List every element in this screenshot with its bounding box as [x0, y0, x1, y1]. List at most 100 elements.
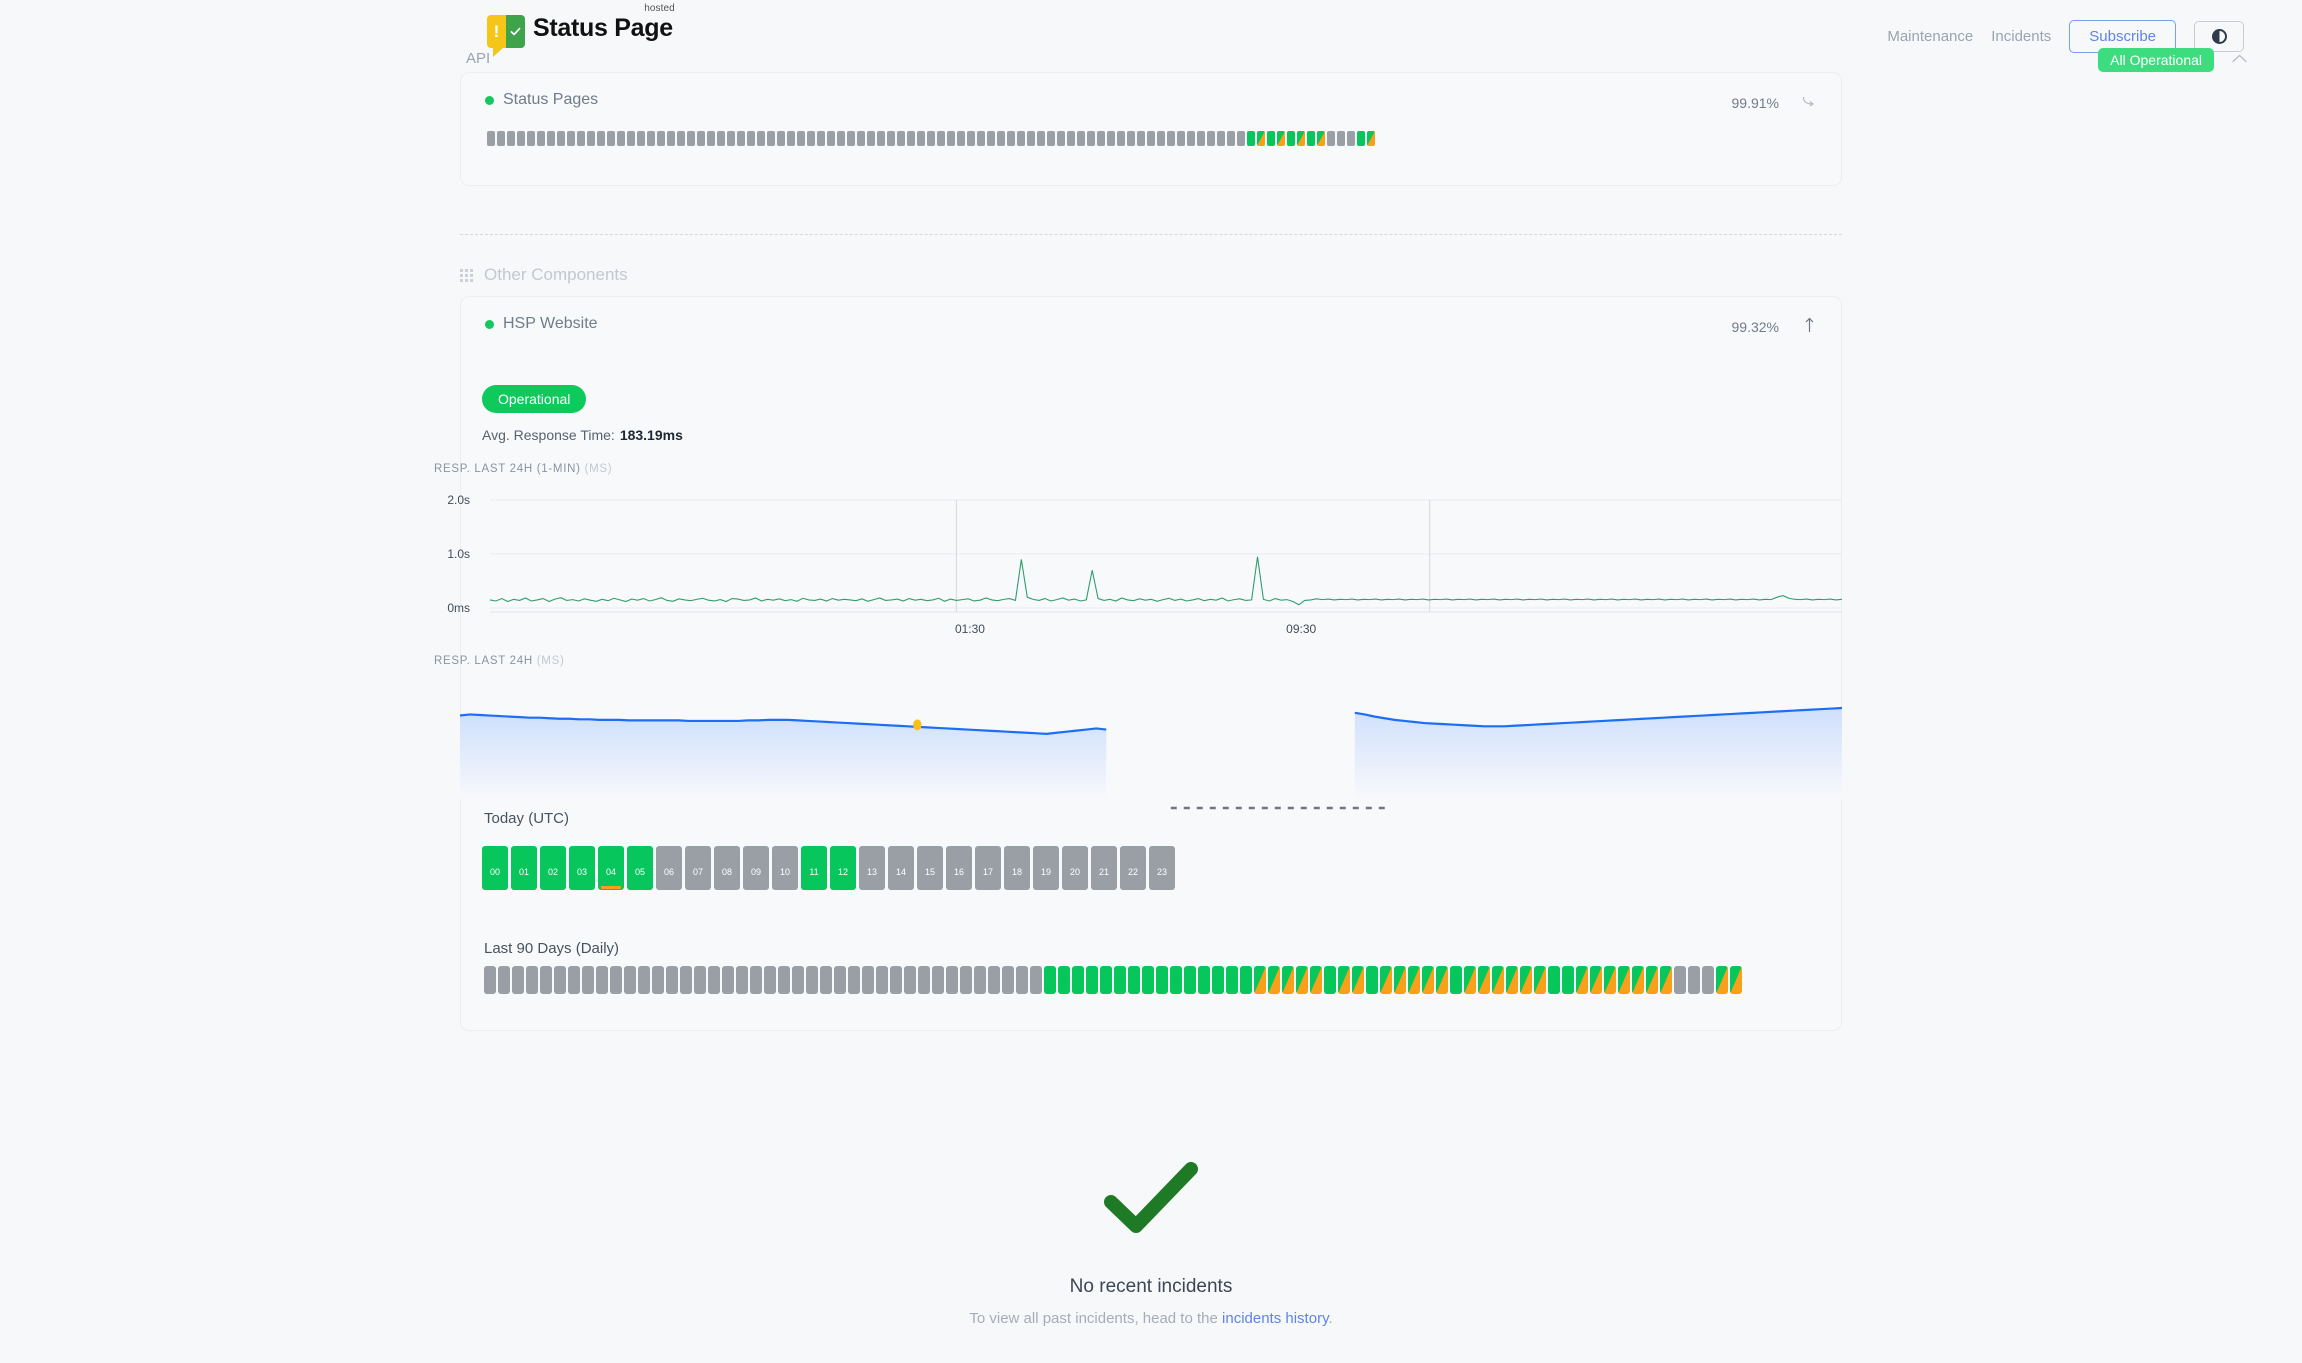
day-tick[interactable] [484, 966, 496, 994]
hour-cell[interactable]: 05 [627, 846, 653, 890]
uptime-tick[interactable] [1327, 131, 1335, 146]
day-tick[interactable] [764, 966, 776, 994]
hour-cell[interactable]: 01 [511, 846, 537, 890]
hour-cell[interactable]: 21 [1091, 846, 1117, 890]
day-tick[interactable] [834, 966, 846, 994]
expand-row-icon[interactable] [1802, 95, 1815, 112]
day-tick[interactable] [904, 966, 916, 994]
response-area-chart[interactable] [459, 690, 1843, 820]
day-tick[interactable] [1702, 966, 1714, 994]
uptime-tick[interactable] [1187, 131, 1195, 146]
uptime-tick[interactable] [827, 131, 835, 146]
hour-cell[interactable]: 13 [859, 846, 885, 890]
hour-cell[interactable]: 17 [975, 846, 1001, 890]
day-tick[interactable] [820, 966, 832, 994]
uptime-tick[interactable] [1137, 131, 1145, 146]
uptime-tick[interactable] [997, 131, 1005, 146]
day-tick[interactable] [1212, 966, 1224, 994]
hour-cell[interactable]: 20 [1062, 846, 1088, 890]
day-tick[interactable] [1324, 966, 1336, 994]
uptime-tick[interactable] [577, 131, 585, 146]
day-tick[interactable] [568, 966, 580, 994]
uptime-tick[interactable] [657, 131, 665, 146]
day-tick[interactable] [1100, 966, 1112, 994]
uptime-tick[interactable] [1107, 131, 1115, 146]
day-tick[interactable] [1380, 966, 1392, 994]
day-tick[interactable] [1436, 966, 1448, 994]
uptime-tick[interactable] [687, 131, 695, 146]
day-tick[interactable] [932, 966, 944, 994]
day-tick[interactable] [1506, 966, 1518, 994]
uptime-tick[interactable] [1237, 131, 1245, 146]
day-tick[interactable] [1296, 966, 1308, 994]
hour-cell[interactable]: 19 [1033, 846, 1059, 890]
hour-cell[interactable]: 23 [1149, 846, 1175, 890]
day-tick[interactable] [1282, 966, 1294, 994]
hour-cell[interactable]: 15 [917, 846, 943, 890]
uptime-tick[interactable] [537, 131, 545, 146]
day-tick[interactable] [988, 966, 1000, 994]
day-tick[interactable] [1464, 966, 1476, 994]
today-hour-strip[interactable]: 00 01 02 03 04 05 06 07 08 09 10 11 12 13 14 15 16 17 18 19… [482, 846, 1175, 890]
uptime-tick[interactable] [897, 131, 905, 146]
uptime-tick[interactable] [1367, 131, 1375, 146]
day-tick[interactable] [610, 966, 622, 994]
hour-cell[interactable]: 03 [569, 846, 595, 890]
day-tick[interactable] [652, 966, 664, 994]
theme-toggle-button[interactable] [2194, 21, 2244, 52]
uptime-tick[interactable] [1317, 131, 1325, 146]
day-tick[interactable] [1576, 966, 1588, 994]
uptime-tick[interactable] [937, 131, 945, 146]
day-tick[interactable] [1002, 966, 1014, 994]
day-tick[interactable] [1590, 966, 1602, 994]
uptime-tick[interactable] [1297, 131, 1305, 146]
uptime-tick[interactable] [857, 131, 865, 146]
uptime-tick[interactable] [1047, 131, 1055, 146]
day-tick[interactable] [876, 966, 888, 994]
day-tick[interactable] [1716, 966, 1728, 994]
day-tick[interactable] [1086, 966, 1098, 994]
uptime-tick[interactable] [567, 131, 575, 146]
component-row-hsp-website[interactable]: HSP Website [485, 315, 598, 333]
day-tick[interactable] [1618, 966, 1630, 994]
uptime-tick[interactable] [617, 131, 625, 146]
uptime-tick[interactable] [1127, 131, 1135, 146]
uptime-tick[interactable] [667, 131, 675, 146]
day-tick[interactable] [512, 966, 524, 994]
uptime-tick[interactable] [517, 131, 525, 146]
day-tick[interactable] [1730, 966, 1742, 994]
day-tick[interactable] [666, 966, 678, 994]
uptime-tick[interactable] [1347, 131, 1355, 146]
uptime-tick[interactable] [497, 131, 505, 146]
day-tick[interactable] [1394, 966, 1406, 994]
day-tick[interactable] [1268, 966, 1280, 994]
hour-cell[interactable]: 07 [685, 846, 711, 890]
day-tick[interactable] [1254, 966, 1266, 994]
uptime-tick[interactable] [1307, 131, 1315, 146]
day-tick[interactable] [1366, 966, 1378, 994]
uptime-tick[interactable] [697, 131, 705, 146]
day-tick[interactable] [750, 966, 762, 994]
day-tick[interactable] [918, 966, 930, 994]
uptime-tick[interactable] [987, 131, 995, 146]
hour-cell[interactable]: 06 [656, 846, 682, 890]
day-tick[interactable] [1534, 966, 1546, 994]
hour-cell[interactable]: 10 [772, 846, 798, 890]
uptime-tick[interactable] [877, 131, 885, 146]
day-tick[interactable] [1646, 966, 1658, 994]
day-tick[interactable] [694, 966, 706, 994]
uptime-tick[interactable] [557, 131, 565, 146]
day-tick[interactable] [1562, 966, 1574, 994]
hour-cell[interactable]: 12 [830, 846, 856, 890]
uptime-tick[interactable] [1007, 131, 1015, 146]
uptime-tick[interactable] [757, 131, 765, 146]
day-tick[interactable] [792, 966, 804, 994]
day-tick[interactable] [778, 966, 790, 994]
uptime-tick[interactable] [1247, 131, 1255, 146]
uptime-bar-strip-status-pages[interactable] [487, 131, 1375, 146]
hour-cell[interactable]: 04 [598, 846, 624, 890]
day-tick[interactable] [680, 966, 692, 994]
uptime-tick[interactable] [707, 131, 715, 146]
uptime-tick[interactable] [1277, 131, 1285, 146]
day-tick[interactable] [582, 966, 594, 994]
